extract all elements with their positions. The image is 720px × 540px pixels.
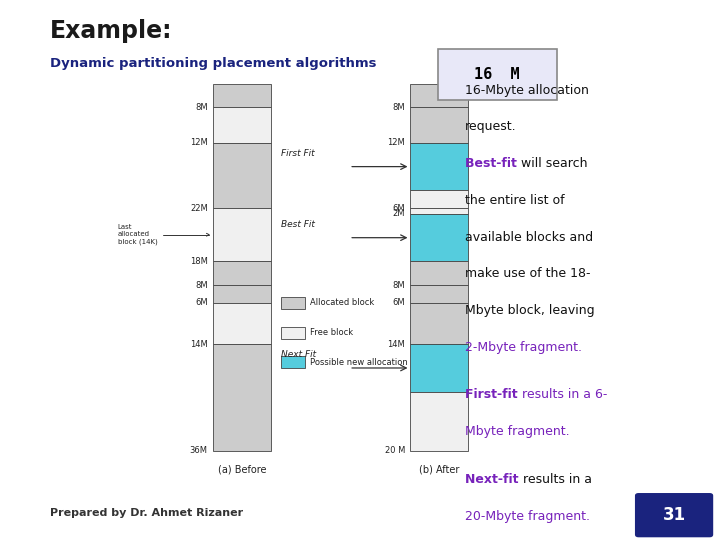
Text: Prepared by Dr. Ahmet Rizaner: Prepared by Dr. Ahmet Rizaner (50, 508, 243, 518)
Bar (281, 327, 305, 339)
Text: First-fit: First-fit (465, 388, 522, 401)
Text: 31: 31 (663, 506, 686, 524)
Text: Best Fit: Best Fit (281, 220, 315, 228)
Text: Best-fit: Best-fit (465, 157, 521, 170)
Bar (438, 49, 557, 100)
Bar (410, 107, 468, 143)
Text: 8M: 8M (392, 281, 405, 289)
Bar (213, 208, 271, 261)
Text: Mbyte fragment.: Mbyte fragment. (465, 425, 570, 438)
Bar (410, 303, 468, 345)
Text: 36M: 36M (189, 447, 207, 455)
Bar (410, 392, 468, 451)
Text: (a) Before: (a) Before (217, 464, 266, 475)
Text: Possible new allocation: Possible new allocation (310, 358, 408, 367)
Text: 6M: 6M (392, 298, 405, 307)
Bar (410, 214, 468, 261)
Bar (410, 345, 468, 391)
Text: 12M: 12M (190, 138, 207, 147)
Bar (410, 285, 468, 303)
Text: Next-fit: Next-fit (465, 473, 523, 486)
Text: 8M: 8M (392, 103, 405, 112)
Text: make use of the 18-: make use of the 18- (465, 267, 590, 280)
Text: 6M: 6M (195, 298, 207, 307)
Text: 20 M: 20 M (384, 447, 405, 455)
Text: 8M: 8M (195, 103, 207, 112)
Bar (213, 107, 271, 143)
Text: 14M: 14M (387, 340, 405, 349)
Text: the entire list of: the entire list of (465, 194, 564, 207)
Bar (213, 143, 271, 208)
Bar (410, 143, 468, 190)
Bar (213, 303, 271, 345)
Text: available blocks and: available blocks and (465, 231, 593, 244)
Bar (213, 261, 271, 285)
Text: 14M: 14M (190, 340, 207, 349)
Bar (213, 285, 271, 303)
Text: Next Fit: Next Fit (281, 350, 316, 359)
Text: 16-Mbyte allocation: 16-Mbyte allocation (465, 84, 589, 97)
Bar (281, 356, 305, 368)
Text: 2-Mbyte fragment.: 2-Mbyte fragment. (465, 341, 582, 354)
Text: 12M: 12M (387, 138, 405, 147)
Text: 16  M: 16 M (474, 67, 520, 82)
Bar (410, 261, 468, 285)
Text: Allocated block: Allocated block (310, 299, 374, 307)
Bar (213, 84, 271, 107)
Text: 2M: 2M (392, 210, 405, 219)
Bar (410, 84, 468, 107)
Text: 20-Mbyte fragment.: 20-Mbyte fragment. (465, 510, 590, 523)
Text: First Fit: First Fit (281, 148, 315, 158)
Bar (213, 345, 271, 451)
Text: (b) After: (b) After (419, 464, 459, 475)
Text: ITEC 202 Operating Systems: ITEC 202 Operating Systems (15, 186, 24, 354)
Bar (281, 297, 305, 309)
Text: 18M: 18M (190, 257, 207, 266)
Text: request.: request. (465, 120, 516, 133)
Text: Dynamic partitioning placement algorithms: Dynamic partitioning placement algorithm… (50, 57, 377, 70)
Text: 6M: 6M (392, 204, 405, 213)
Text: results in a: results in a (523, 473, 592, 486)
Text: Free block: Free block (310, 328, 353, 337)
Bar (410, 208, 468, 214)
Text: Mbyte block, leaving: Mbyte block, leaving (465, 304, 595, 317)
Text: Example:: Example: (50, 19, 172, 43)
Bar (410, 190, 468, 208)
Text: will search: will search (521, 157, 588, 170)
Text: Last
allocated
block (14K): Last allocated block (14K) (118, 225, 210, 245)
Text: 22M: 22M (190, 204, 207, 213)
Text: results in a 6-: results in a 6- (522, 388, 607, 401)
FancyBboxPatch shape (635, 493, 714, 537)
Text: 8M: 8M (195, 281, 207, 289)
